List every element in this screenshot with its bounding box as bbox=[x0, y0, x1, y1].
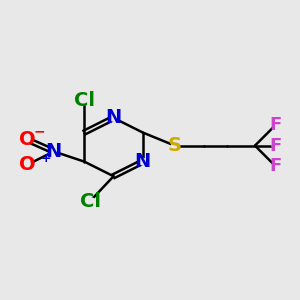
Text: N: N bbox=[135, 152, 151, 171]
Ellipse shape bbox=[51, 148, 57, 155]
Text: N: N bbox=[105, 108, 122, 128]
Ellipse shape bbox=[140, 158, 146, 165]
Text: F: F bbox=[269, 116, 281, 134]
Text: N: N bbox=[46, 142, 62, 161]
Ellipse shape bbox=[110, 115, 117, 121]
Text: Cl: Cl bbox=[74, 91, 95, 110]
Text: F: F bbox=[269, 136, 281, 154]
Ellipse shape bbox=[272, 163, 279, 169]
Text: −: − bbox=[33, 124, 45, 138]
Text: +: + bbox=[40, 152, 51, 165]
Ellipse shape bbox=[172, 142, 178, 149]
Text: O: O bbox=[19, 155, 36, 174]
Text: O: O bbox=[19, 130, 36, 149]
Ellipse shape bbox=[24, 136, 31, 143]
Ellipse shape bbox=[272, 122, 279, 128]
Ellipse shape bbox=[24, 161, 31, 168]
Ellipse shape bbox=[272, 142, 279, 149]
Ellipse shape bbox=[80, 97, 89, 103]
Text: Cl: Cl bbox=[80, 191, 101, 211]
Text: F: F bbox=[269, 157, 281, 175]
Text: S: S bbox=[168, 136, 182, 155]
Ellipse shape bbox=[85, 198, 95, 204]
